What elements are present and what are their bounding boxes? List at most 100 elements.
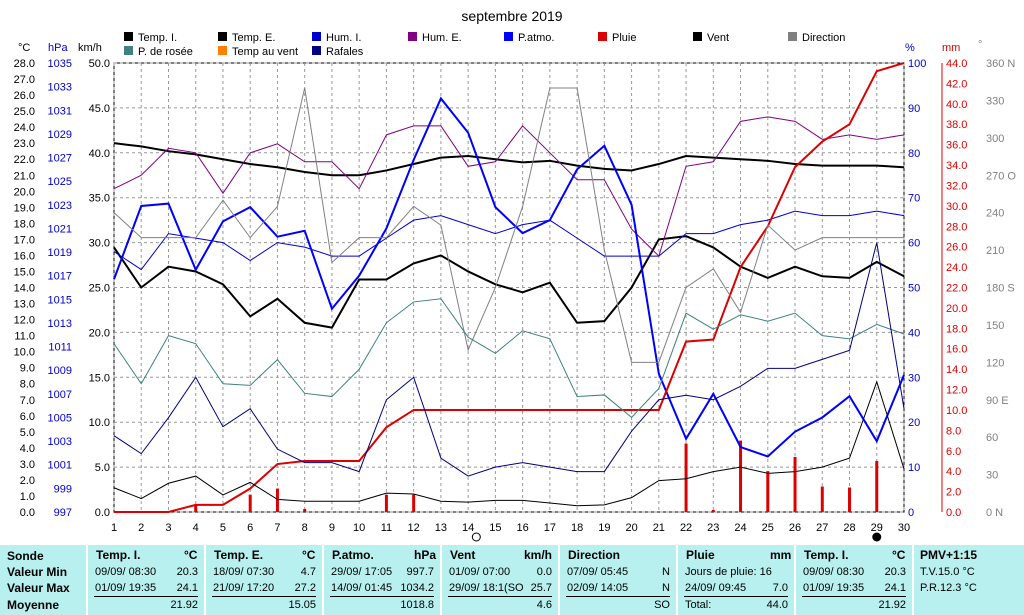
tick-label-hpa: 997 xyxy=(54,507,72,519)
tick-label-day: 24 xyxy=(734,522,746,534)
pluie-title: Pluie xyxy=(686,548,715,562)
pluie-days: Jours de pluie: 16 xyxy=(685,566,772,578)
tick-label-mm: 26.0 xyxy=(946,242,967,254)
tick-label-day: 19 xyxy=(598,522,610,534)
tick-label-celsius: 12.0 xyxy=(14,315,35,327)
sonde-title: Sonde xyxy=(7,549,44,563)
tick-label-mm: 8.0 xyxy=(946,425,961,437)
tick-label-celsius: 27.0 xyxy=(14,74,35,86)
pmv-line-1: T.V.15.0 °C xyxy=(920,566,975,578)
rain-bar xyxy=(766,471,770,512)
pluie-max-date: 24/09/ 09:45 xyxy=(685,582,747,594)
temp-i-unit: °C xyxy=(184,548,198,562)
pluie-max-val: 7.0 xyxy=(772,582,788,594)
tick-label-day: 10 xyxy=(353,522,365,534)
vent-max-date: 29/09/ 18:1(SO xyxy=(449,582,524,594)
tick-label-day: 9 xyxy=(329,522,335,534)
tick-label-hpa: 1029 xyxy=(48,129,72,141)
tick-label-hpa: 1019 xyxy=(48,247,72,259)
temp-i2-unit: °C xyxy=(892,548,906,562)
tick-label-day: 21 xyxy=(653,522,665,534)
series-line-p-atmo- xyxy=(113,96,905,458)
legend-swatch xyxy=(693,32,702,41)
rain-bar xyxy=(384,494,388,512)
tick-label-hpa: 1027 xyxy=(48,153,72,165)
tick-label-deg: 210 xyxy=(986,245,1004,257)
temp-e-title: Temp. E. xyxy=(214,548,264,562)
temp-e-avg: 15.05 xyxy=(288,599,316,611)
tick-label-hpa: 1003 xyxy=(48,436,72,448)
divider xyxy=(448,596,552,597)
tick-label-hpa: 1035 xyxy=(48,58,72,70)
vent-min-date: 01/09/ 07:00 xyxy=(449,566,511,578)
tick-label-day: 16 xyxy=(516,522,528,534)
tick-label-day: 1 xyxy=(111,522,117,534)
axis-unit-mm: mm xyxy=(942,42,960,54)
legend-label: P. de rosée xyxy=(138,46,193,58)
tick-label-mm: 0.0 xyxy=(946,507,961,519)
tick-label-day: 22 xyxy=(680,522,692,534)
tick-label-hpa: 999 xyxy=(54,483,72,495)
tick-label-hpa: 1023 xyxy=(48,200,72,212)
series-line-rafales xyxy=(113,242,905,477)
tick-label-day: 7 xyxy=(274,522,280,534)
tick-label-mm: 34.0 xyxy=(946,160,967,172)
rain-bar xyxy=(711,509,715,512)
tick-label-hpa: 1007 xyxy=(48,389,72,401)
legend-swatch xyxy=(124,32,133,41)
patmo-min-val: 997.7 xyxy=(406,566,434,578)
legend-swatch xyxy=(598,32,607,41)
tick-label-day: 26 xyxy=(789,522,801,534)
legend-swatch xyxy=(312,46,321,55)
tick-label-hpa: 1001 xyxy=(48,460,72,472)
panel-temp-e: Temp. E. °C 18/09/ 07:30 4.7 21/09/ 17:2… xyxy=(206,545,322,615)
temp-e-min-val: 4.7 xyxy=(300,566,316,578)
moon-new-icon xyxy=(872,532,882,542)
tick-label-mm: 14.0 xyxy=(946,364,967,376)
tick-label-day: 15 xyxy=(489,522,501,534)
min-label: Valeur Min xyxy=(7,565,68,579)
rain-bar xyxy=(412,494,416,512)
rain-bar xyxy=(275,488,279,512)
axis-unit-kmh: km/h xyxy=(78,42,102,54)
tick-label-pct: 90 xyxy=(908,103,920,115)
rain-bar xyxy=(820,486,824,512)
tick-label-hpa: 1013 xyxy=(48,318,72,330)
chart-title: septembre 2019 xyxy=(461,8,562,24)
tick-label-pct: 30 xyxy=(908,372,920,384)
tick-label-celsius: 0.0 xyxy=(20,507,35,519)
panel-temp-i: Temp. I. °C 09/09/ 08:30 20.3 01/09/ 19:… xyxy=(88,545,204,615)
temp-i2-max-date: 01/09/ 19:35 xyxy=(803,582,865,594)
tick-label-day: 5 xyxy=(220,522,226,534)
legend-label: P.atmo. xyxy=(518,32,555,44)
tick-label-day: 2 xyxy=(138,522,144,534)
divider xyxy=(330,596,434,597)
tick-label-deg: 150 xyxy=(986,320,1004,332)
divider xyxy=(802,596,906,597)
tick-label-day: 17 xyxy=(544,522,556,534)
tick-label-day: 13 xyxy=(435,522,447,534)
tick-label-kmh: 45.0 xyxy=(89,103,110,115)
rain-bar xyxy=(303,508,307,512)
tick-label-mm: 22.0 xyxy=(946,283,967,295)
legend-label: Temp. E. xyxy=(232,32,275,44)
tick-label-day: 3 xyxy=(165,522,171,534)
divider xyxy=(684,596,788,597)
tick-label-deg: 0 N xyxy=(986,507,1003,519)
panel-pmv: PMV+1:15 T.V.15.0 °C P.R.12.3 °C xyxy=(914,545,1024,615)
rain-bar xyxy=(875,460,879,512)
tick-label-day: 30 xyxy=(898,522,910,534)
vent-max-val: 25.7 xyxy=(530,582,552,594)
tick-label-deg: 300 xyxy=(986,133,1004,145)
rain-bar xyxy=(248,494,252,512)
tick-label-mm: 38.0 xyxy=(946,119,967,131)
tick-label-mm: 28.0 xyxy=(946,221,967,233)
tick-label-mm: 16.0 xyxy=(946,344,967,356)
temp-i-min-val: 20.3 xyxy=(176,566,198,578)
tick-label-celsius: 24.0 xyxy=(14,122,35,134)
legend-label: Vent xyxy=(707,32,729,44)
tick-label-celsius: 1.0 xyxy=(20,491,35,503)
patmo-avg: 1018.8 xyxy=(400,599,434,611)
tick-label-day: 28 xyxy=(843,522,855,534)
tick-label-deg: 60 xyxy=(986,432,998,444)
